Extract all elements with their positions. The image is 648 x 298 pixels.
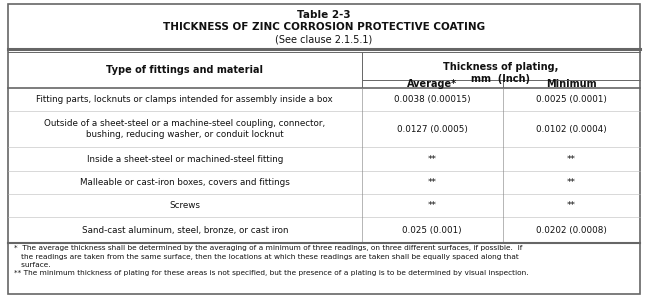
Text: **: ** [567, 178, 576, 187]
Text: 0.0127 (0.0005): 0.0127 (0.0005) [397, 125, 468, 134]
Text: Malleable or cast-iron boxes, covers and fittings: Malleable or cast-iron boxes, covers and… [80, 178, 290, 187]
Text: Type of fittings and material: Type of fittings and material [106, 65, 263, 75]
Text: Average*: Average* [407, 79, 457, 89]
Text: (See clause 2.1.5.1): (See clause 2.1.5.1) [275, 34, 373, 44]
Text: Minimum: Minimum [546, 79, 597, 89]
Text: **: ** [567, 201, 576, 210]
Text: Thickness of plating,
mm  (Inch): Thickness of plating, mm (Inch) [443, 62, 559, 84]
Text: surface.: surface. [14, 262, 51, 268]
Text: 0.0025 (0.0001): 0.0025 (0.0001) [536, 95, 607, 104]
Text: 0.025 (0.001): 0.025 (0.001) [402, 226, 462, 235]
Text: the readings are taken from the same surface, then the locations at which these : the readings are taken from the same sur… [14, 254, 519, 260]
Text: Outside of a sheet-steel or a machine-steel coupling, connector,
bushing, reduci: Outside of a sheet-steel or a machine-st… [44, 119, 325, 139]
Text: **: ** [428, 178, 437, 187]
Text: THICKNESS OF ZINC CORROSION PROTECTIVE COATING: THICKNESS OF ZINC CORROSION PROTECTIVE C… [163, 22, 485, 32]
Text: 0.0102 (0.0004): 0.0102 (0.0004) [536, 125, 607, 134]
Text: Inside a sheet-steel or machined-steel fitting: Inside a sheet-steel or machined-steel f… [87, 155, 283, 164]
Text: **: ** [428, 201, 437, 210]
Text: 0.0038 (0.00015): 0.0038 (0.00015) [394, 95, 470, 104]
Text: 0.0202 (0.0008): 0.0202 (0.0008) [536, 226, 607, 235]
Text: Screws: Screws [169, 201, 200, 210]
Text: **: ** [567, 155, 576, 164]
Text: Sand-cast aluminum, steel, bronze, or cast iron: Sand-cast aluminum, steel, bronze, or ca… [82, 226, 288, 235]
Text: Table 2-3: Table 2-3 [297, 10, 351, 20]
Text: ** The minimum thickness of plating for these areas is not specified, but the pr: ** The minimum thickness of plating for … [14, 271, 529, 277]
Text: **: ** [428, 155, 437, 164]
Text: *  The average thickness shall be determined by the averaging of a minimum of th: * The average thickness shall be determi… [14, 245, 522, 251]
Text: Fitting parts, locknuts or clamps intended for assembly inside a box: Fitting parts, locknuts or clamps intend… [36, 95, 333, 104]
